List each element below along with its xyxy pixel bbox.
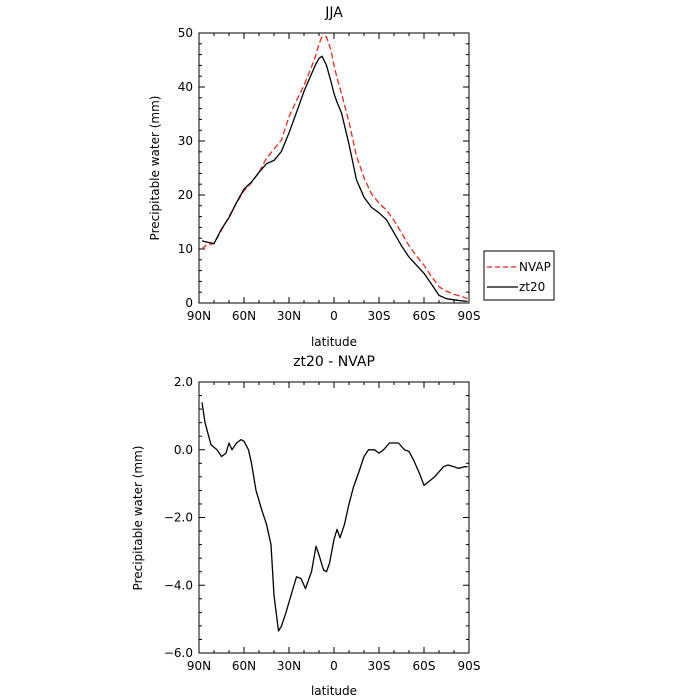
top-series-group <box>201 36 468 303</box>
bottom-y-tick-label: 2.0 <box>174 375 193 389</box>
top-x-tick-label: 30S <box>368 309 391 323</box>
bottom-x-tick-label: 30N <box>277 659 301 673</box>
top-plot-frame <box>198 32 470 304</box>
panel-top-jja: JJA 90N 60N 30N 0 30S 60S 90S 0 10 20 30 40 50 latit… <box>148 5 555 349</box>
top-axes: 90N 60N 30N 0 30S 60S 90S 0 10 20 30 40 50 <box>178 26 481 323</box>
top-y-tick-label: 10 <box>178 242 193 256</box>
top-x-axis-label: latitude <box>311 335 357 349</box>
bottom-y-tick-label: −6.0 <box>164 646 193 660</box>
legend-box <box>483 250 555 301</box>
top-series-line-nvap <box>201 36 468 300</box>
top-x-tick-label: 90S <box>458 309 481 323</box>
bottom-x-tick-label: 0 <box>330 659 338 673</box>
bottom-y-tick-label: −2.0 <box>164 511 193 525</box>
bottom-x-tick-label: 90S <box>458 659 481 673</box>
bottom-x-tick-label: 60N <box>232 659 256 673</box>
bottom-x-tick-label: 60S <box>413 659 436 673</box>
bottom-series-group <box>201 402 468 632</box>
bottom-plot-frame <box>198 381 470 654</box>
bottom-y-axis-label: Precipitable water (mm) <box>131 446 145 591</box>
legend-label-zt20: zt20 <box>519 280 545 294</box>
top-y-tick-label: 20 <box>178 188 193 202</box>
top-y-tick-label: 30 <box>178 134 193 148</box>
top-y-tick-label: 50 <box>178 26 193 40</box>
top-x-tick-label: 0 <box>330 309 338 323</box>
bottom-axes: 90N 60N 30N 0 30S 60S 90S −6.0 −4.0 −2.0 0.0 2.0 <box>164 375 481 673</box>
bottom-y-tick-label: −4.0 <box>164 578 193 592</box>
bottom-x-tick-label: 90N <box>187 659 211 673</box>
top-y-axis-label: Precipitable water (mm) <box>148 96 162 241</box>
top-x-tick-label: 30N <box>277 309 301 323</box>
panel-bottom-diff: zt20 - NVAP 90N 60N 30N 0 30S 60S 90S −6.0 −4.0 −… <box>131 354 480 698</box>
top-x-tick-label: 60N <box>232 309 256 323</box>
bottom-x-tick-label: 30S <box>368 659 391 673</box>
legend-label-nvap: NVAP <box>519 260 551 274</box>
top-x-tick-label: 90N <box>187 309 211 323</box>
bottom-y-tick-label: 0.0 <box>174 443 193 457</box>
legend: NVAP zt20 <box>483 250 555 301</box>
top-y-tick-label: 40 <box>178 80 193 94</box>
chart-title-jja: JJA <box>324 5 343 21</box>
bottom-x-axis-label: latitude <box>311 684 357 698</box>
top-series-line-zt20 <box>201 55 468 303</box>
top-x-tick-label: 60S <box>413 309 436 323</box>
top-y-tick-label: 0 <box>185 296 193 310</box>
bottom-series-line-diff <box>201 402 468 632</box>
chart-title-diff: zt20 - NVAP <box>293 354 375 370</box>
